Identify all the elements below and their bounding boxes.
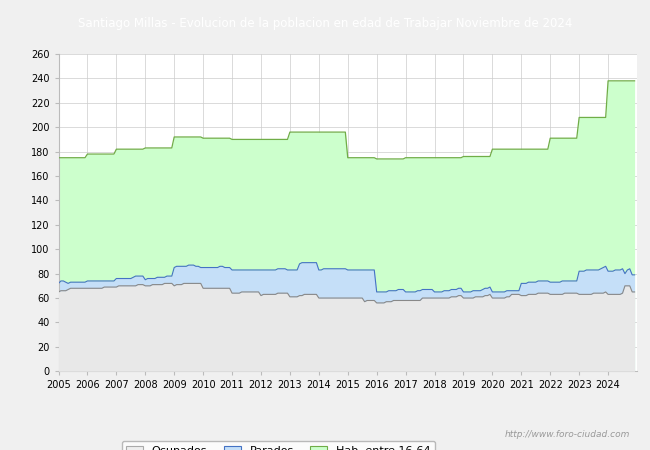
Legend: Ocupados, Parados, Hab. entre 16-64: Ocupados, Parados, Hab. entre 16-64 xyxy=(122,441,435,450)
Text: Santiago Millas - Evolucion de la poblacion en edad de Trabajar Noviembre de 202: Santiago Millas - Evolucion de la poblac… xyxy=(78,17,572,30)
Text: http://www.foro-ciudad.com: http://www.foro-ciudad.com xyxy=(505,430,630,439)
